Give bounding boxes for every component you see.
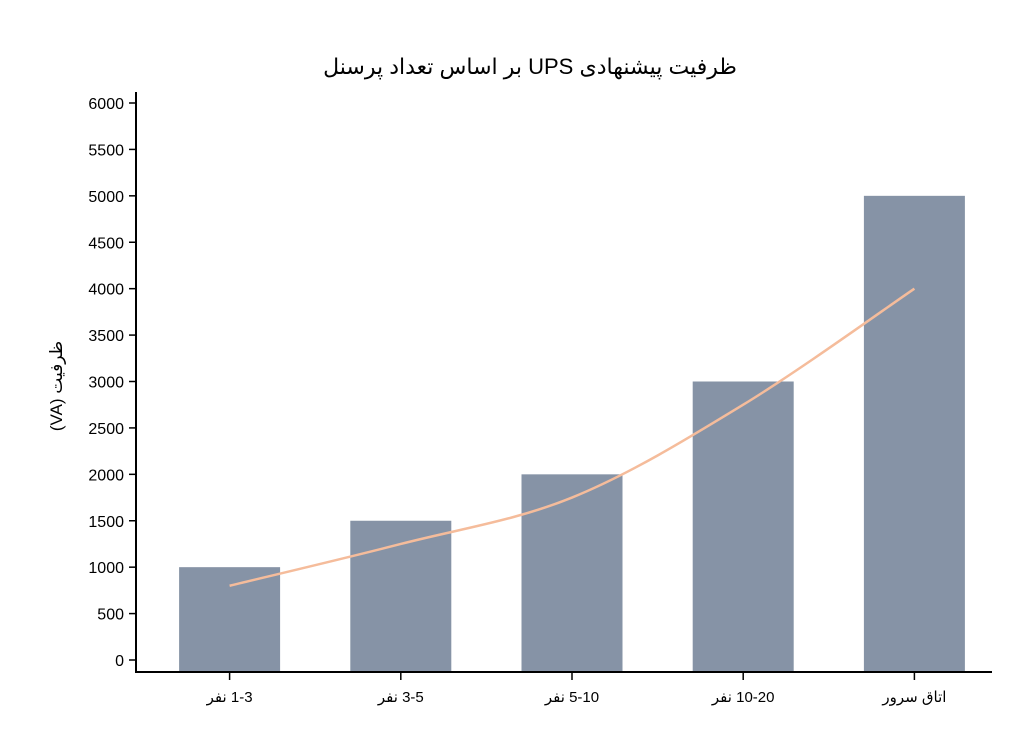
x-tick-label: 10-20 نفر — [711, 689, 775, 706]
bar — [350, 520, 452, 672]
x-tick-label: 1-3 نفر — [206, 689, 253, 706]
bar — [863, 195, 965, 673]
y-tick-label: 5000 — [88, 189, 124, 206]
x-ticks: 1-3 نفر 3-5 نفر 5-10 نفر 10-20 نفر اتاق سرور — [206, 672, 946, 706]
y-tick-label: 2000 — [88, 467, 124, 484]
y-tick-label: 6000 — [88, 96, 124, 113]
x-tick-label: 5-10 نفر — [544, 689, 599, 706]
y-tick-label: 4500 — [88, 235, 124, 252]
y-tick-label: 5500 — [88, 142, 124, 159]
trend-line — [229, 287, 916, 587]
y-tick-label: 2500 — [88, 421, 124, 438]
bar — [692, 381, 794, 672]
bars — [179, 195, 965, 673]
y-tick-label: 500 — [97, 607, 124, 624]
y-tick-label: 3500 — [88, 328, 124, 345]
bar — [179, 567, 281, 672]
y-axis-title: ظرفیت (VA) — [47, 341, 66, 431]
chart-title: ظرفیت پیشنهادی UPS بر اساس تعداد پرسنل — [323, 54, 737, 80]
y-tick-label: 0 — [115, 653, 124, 670]
trend-line-group — [229, 287, 916, 587]
y-ticks: 0 500 1000 1500 2000 2500 3000 3500 4000 4500 5000… — [88, 96, 136, 670]
bar — [521, 474, 623, 672]
x-tick-label: 3-5 نفر — [377, 689, 424, 706]
y-tick-label: 4000 — [88, 282, 124, 299]
y-tick-label: 3000 — [88, 375, 124, 392]
x-tick-label: اتاق سرور — [881, 689, 946, 706]
y-tick-label: 1000 — [88, 560, 124, 577]
y-tick-label: 1500 — [88, 514, 124, 531]
